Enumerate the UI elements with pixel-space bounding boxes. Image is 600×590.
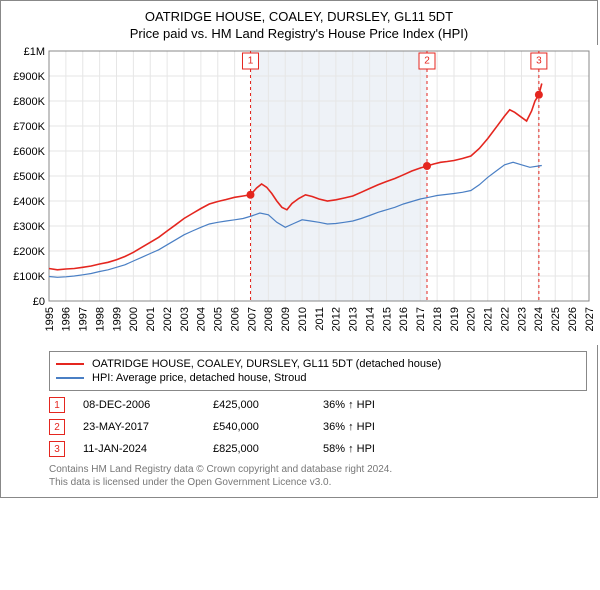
chart-container: OATRIDGE HOUSE, COALEY, DURSLEY, GL11 5D… — [0, 0, 598, 498]
event-row: 1 08-DEC-2006£425,00036% ↑ HPI — [49, 397, 587, 413]
svg-text:2019: 2019 — [449, 307, 461, 331]
svg-text:2000: 2000 — [128, 307, 140, 331]
event-number-badge: 1 — [49, 397, 65, 413]
svg-text:£600K: £600K — [13, 146, 45, 158]
svg-text:2012: 2012 — [331, 307, 343, 331]
legend-swatch — [56, 377, 84, 379]
svg-text:2022: 2022 — [499, 307, 511, 331]
svg-text:£400K: £400K — [13, 196, 45, 208]
event-price: £540,000 — [213, 421, 323, 433]
svg-text:£700K: £700K — [13, 121, 45, 133]
legend-row: HPI: Average price, detached house, Stro… — [56, 372, 580, 384]
footer-line-1: Contains HM Land Registry data © Crown c… — [49, 463, 587, 476]
svg-text:2008: 2008 — [263, 307, 275, 331]
svg-text:2006: 2006 — [229, 307, 241, 331]
chart-svg: £0 £100K £200K £300K £400K £500K £600K £700K £80… — [1, 45, 599, 345]
svg-text:2009: 2009 — [280, 307, 292, 331]
footer-line-2: This data is licensed under the Open Gov… — [49, 476, 587, 489]
svg-text:2026: 2026 — [567, 307, 579, 331]
svg-text:2024: 2024 — [533, 307, 545, 331]
legend-label: HPI: Average price, detached house, Stro… — [92, 372, 306, 384]
svg-text:2011: 2011 — [314, 307, 326, 331]
legend-row: OATRIDGE HOUSE, COALEY, DURSLEY, GL11 5D… — [56, 358, 580, 370]
event-hpi-delta: 36% ↑ HPI — [323, 421, 375, 433]
svg-text:2010: 2010 — [297, 307, 309, 331]
title-area: OATRIDGE HOUSE, COALEY, DURSLEY, GL11 5D… — [1, 1, 597, 45]
svg-text:£500K: £500K — [13, 171, 45, 183]
svg-text:1997: 1997 — [78, 307, 90, 331]
svg-text:2002: 2002 — [162, 307, 174, 331]
svg-text:1996: 1996 — [61, 307, 73, 331]
event-hpi-delta: 36% ↑ HPI — [323, 399, 375, 411]
svg-text:2014: 2014 — [364, 307, 376, 331]
event-date: 11-JAN-2024 — [83, 443, 213, 455]
svg-text:2018: 2018 — [432, 307, 444, 331]
svg-text:£100K: £100K — [13, 271, 45, 283]
svg-text:3: 3 — [536, 56, 542, 67]
svg-text:2021: 2021 — [483, 307, 495, 331]
footer-attribution: Contains HM Land Registry data © Crown c… — [49, 463, 587, 489]
svg-text:2005: 2005 — [213, 307, 225, 331]
svg-text:2023: 2023 — [516, 307, 528, 331]
svg-text:1998: 1998 — [94, 307, 106, 331]
svg-text:2013: 2013 — [348, 307, 360, 331]
event-price: £825,000 — [213, 443, 323, 455]
svg-text:1995: 1995 — [44, 307, 56, 331]
event-number-badge: 2 — [49, 419, 65, 435]
svg-text:2001: 2001 — [145, 307, 157, 331]
svg-text:£0: £0 — [33, 296, 45, 308]
events-box: 1 08-DEC-2006£425,00036% ↑ HPI 2 23-MAY-201… — [49, 397, 587, 457]
event-hpi-delta: 58% ↑ HPI — [323, 443, 375, 455]
plot-area: £0 £100K £200K £300K £400K £500K £600K £700K £80… — [1, 45, 599, 345]
svg-text:2025: 2025 — [550, 307, 562, 331]
legend-swatch — [56, 363, 84, 365]
svg-text:2: 2 — [424, 56, 430, 67]
svg-text:£200K: £200K — [13, 246, 45, 258]
svg-text:2003: 2003 — [179, 307, 191, 331]
chart-title-2: Price paid vs. HM Land Registry's House … — [1, 26, 597, 41]
svg-text:2017: 2017 — [415, 307, 427, 331]
event-number-badge: 3 — [49, 441, 65, 457]
svg-text:£800K: £800K — [13, 96, 45, 108]
event-row: 2 23-MAY-2017£540,00036% ↑ HPI — [49, 419, 587, 435]
svg-text:1999: 1999 — [111, 307, 123, 331]
svg-text:2016: 2016 — [398, 307, 410, 331]
svg-text:2015: 2015 — [381, 307, 393, 331]
svg-text:£1M: £1M — [24, 46, 45, 58]
event-row: 3 11-JAN-2024£825,00058% ↑ HPI — [49, 441, 587, 457]
svg-text:£300K: £300K — [13, 221, 45, 233]
legend-box: OATRIDGE HOUSE, COALEY, DURSLEY, GL11 5D… — [49, 351, 587, 391]
event-price: £425,000 — [213, 399, 323, 411]
chart-title-1: OATRIDGE HOUSE, COALEY, DURSLEY, GL11 5D… — [1, 9, 597, 24]
svg-text:2007: 2007 — [246, 307, 258, 331]
svg-text:2020: 2020 — [466, 307, 478, 331]
svg-text:£900K: £900K — [13, 71, 45, 83]
event-date: 23-MAY-2017 — [83, 421, 213, 433]
svg-text:1: 1 — [248, 56, 254, 67]
svg-text:2004: 2004 — [196, 307, 208, 331]
svg-text:2027: 2027 — [584, 307, 596, 331]
event-date: 08-DEC-2006 — [83, 399, 213, 411]
legend-label: OATRIDGE HOUSE, COALEY, DURSLEY, GL11 5D… — [92, 358, 441, 370]
